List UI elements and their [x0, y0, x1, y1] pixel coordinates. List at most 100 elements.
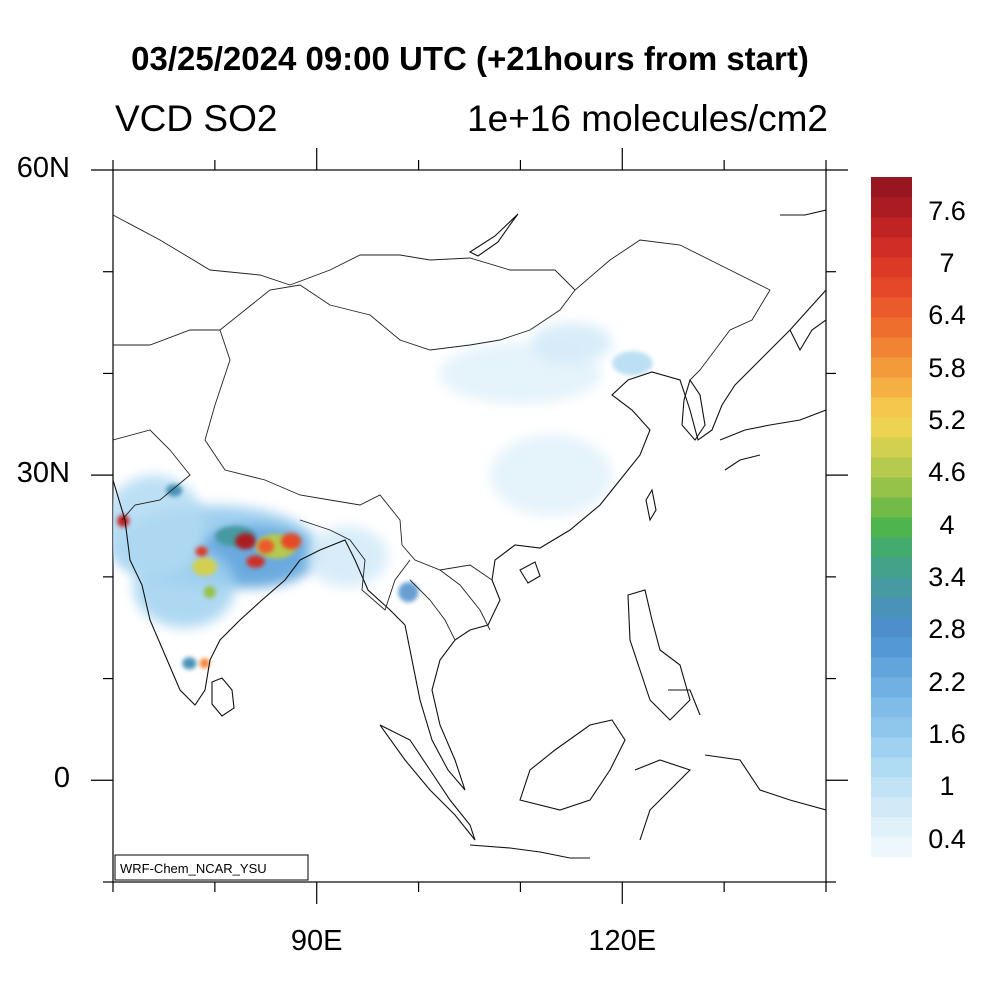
sakhalin [780, 209, 826, 216]
colorbar-segment [871, 337, 912, 358]
sumatra [379, 724, 476, 841]
colorbar-segment [871, 457, 912, 478]
map-title: 03/25/2024 09:00 UTC (+21hours from star… [131, 40, 809, 77]
so2-plume [246, 555, 265, 568]
colorbar-segment [871, 397, 912, 418]
kazakhstan-border [113, 214, 291, 286]
colorbar-segment [871, 237, 912, 258]
colorbar-tick-label: 1 [939, 771, 955, 802]
so2-plume [195, 546, 208, 557]
colorbar-tick-label: 5.2 [928, 405, 966, 436]
colorbar-segment [871, 737, 912, 758]
colorbar-segment [871, 697, 912, 718]
so2-plume [192, 557, 217, 576]
colorbar-tick-label: 1.6 [928, 718, 966, 749]
colorbar-tick-label: 4.6 [928, 457, 966, 488]
colorbar-segment [871, 437, 912, 458]
colorbar-segment [871, 537, 912, 558]
himalaya-border [204, 404, 493, 581]
colorbar [871, 177, 912, 858]
borneo [519, 719, 626, 811]
hainan [519, 561, 541, 584]
colorbar-segment [871, 557, 912, 578]
sri-lanka [211, 677, 235, 717]
colorbar-segment [871, 717, 912, 738]
model-label: WRF-Chem_NCAR_YSU [120, 861, 267, 876]
central-asia-border [113, 329, 220, 346]
colorbar-tick-label: 6.4 [928, 300, 966, 331]
colorbar-segment [871, 497, 912, 518]
lake-baikal [468, 213, 519, 257]
india-pakistan-border [113, 429, 191, 521]
latitude-label: 0 [53, 762, 70, 795]
so2-plume [113, 475, 205, 577]
colorbar-segment [871, 637, 912, 658]
colorbar-segment [871, 517, 912, 538]
latitude-label: 30N [16, 457, 70, 490]
longitude-label: 90E [290, 925, 343, 957]
so2-plume [398, 581, 419, 603]
colorbar-segment [871, 257, 912, 278]
colorbar-segment [871, 197, 912, 218]
colorbar-segment [871, 577, 912, 598]
colorbar-segment [871, 377, 912, 398]
colorbar-tick-label: 2.2 [928, 666, 966, 697]
colorbar-segment [871, 657, 912, 678]
korean-peninsula [681, 378, 706, 441]
colorbar-segment [871, 817, 912, 838]
so2-plume [203, 586, 216, 599]
so2-plume [182, 657, 197, 670]
variable-label: VCD SO2 [115, 98, 278, 139]
colorbar-segment [871, 477, 912, 498]
coastlines [113, 209, 826, 859]
colorbar-segment [871, 617, 912, 638]
axis-ticks [91, 148, 848, 904]
philippines [627, 589, 701, 721]
units-label: 1e+16 molecules/cm2 [467, 98, 828, 139]
japan [719, 319, 826, 471]
so2-plume [612, 351, 653, 376]
colorbar-tick-label: 5.8 [928, 352, 966, 383]
colorbar-tick-label: 7 [939, 248, 955, 279]
so2-plume [117, 514, 130, 528]
colorbar-tick-label: 3.4 [928, 562, 966, 593]
colorbar-segment [871, 357, 912, 378]
colorbar-tick-label: 4 [939, 509, 955, 540]
colorbar-segment [871, 297, 912, 318]
colorbar-segment [871, 177, 912, 198]
india-coastline [113, 479, 406, 706]
longitude-label: 120E [588, 925, 657, 957]
latitude-label: 60N [16, 152, 70, 184]
colorbar-tick-label: 2.8 [928, 614, 966, 645]
colorbar-segment [871, 317, 912, 338]
china-border [214, 239, 771, 406]
mongolia-border [289, 254, 576, 291]
country-borders [113, 214, 771, 641]
colorbar-segment [871, 757, 912, 778]
indochina-coast [404, 289, 826, 791]
java [469, 844, 590, 859]
colorbar-segment [871, 217, 912, 238]
so2-plume [235, 533, 256, 550]
so2-concentration-field [113, 322, 653, 670]
sulawesi [634, 754, 826, 841]
so2-plume [489, 434, 613, 516]
colorbar-segment [871, 797, 912, 818]
so2-plume [165, 484, 183, 497]
so2-plume [306, 526, 389, 588]
colorbar-segment [871, 277, 912, 298]
myanmar-border [299, 519, 411, 611]
colorbar-tick-label: 0.4 [928, 823, 966, 854]
colorbar-tick-label: 7.6 [928, 195, 966, 226]
colorbar-segment [871, 677, 912, 698]
model-label-box [114, 854, 309, 881]
so2-plume [257, 539, 274, 554]
colorbar-segment [871, 417, 912, 438]
colorbar-segment [871, 837, 912, 858]
indochina-borders [409, 569, 491, 641]
so2-plume [530, 322, 613, 364]
so2-plume [199, 658, 210, 669]
so2-plume [281, 533, 302, 550]
colorbar-segment [871, 777, 912, 798]
